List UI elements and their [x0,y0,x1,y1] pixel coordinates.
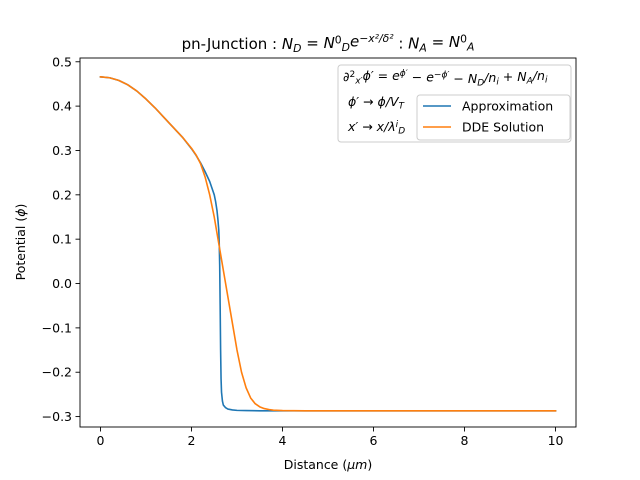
y-tick-label: 0.5 [52,54,72,69]
y-tick-label: 0.0 [52,276,72,291]
y-tick-label: −0.2 [42,365,72,380]
x-tick-label: 4 [279,433,287,448]
plot-area: 0 2 4 6 8 10 −0.3 −0.2 −0.1 0.0 0.1 0.2 0.3 0.4 0.5 pn-… [13,32,577,472]
legend: Approximation DDE Solution [416,94,571,141]
x-tick-label: 10 [548,433,564,448]
equation-line: ϕ′ → ϕ/VT [348,94,406,112]
legend-label-approximation: Approximation [462,99,553,114]
y-tick-label: −0.3 [42,409,72,424]
x-tick-label: 6 [370,433,378,448]
series-line-dde-solution [99,75,557,412]
x-tick-label: 0 [97,433,105,448]
y-tick-label: 0.3 [52,143,72,158]
legend-label-dde-solution: DDE Solution [462,120,544,135]
y-tick-label: −0.1 [42,320,72,335]
chart-title: pn-Junction : ND = N0De−x²/δ² : NA = N0A [182,32,475,55]
x-axis-label: Distance (μm) [284,457,373,472]
x-tick-label: 2 [188,433,196,448]
y-axis-label: Potential (ϕ) [13,204,28,281]
x-tick-label: 8 [461,433,469,448]
equation-line: ∂2x′ϕ′ = eϕ′ − e−ϕ′ − ND/ni + NA/ni [343,68,548,88]
equation-line: x′ → x/λiD [347,119,405,137]
y-tick-label: 0.4 [52,99,72,114]
y-tick-label: 0.1 [52,232,72,247]
axes-frame [79,57,577,428]
legend-frame [416,94,571,141]
y-tick-label: 0.2 [52,187,72,202]
